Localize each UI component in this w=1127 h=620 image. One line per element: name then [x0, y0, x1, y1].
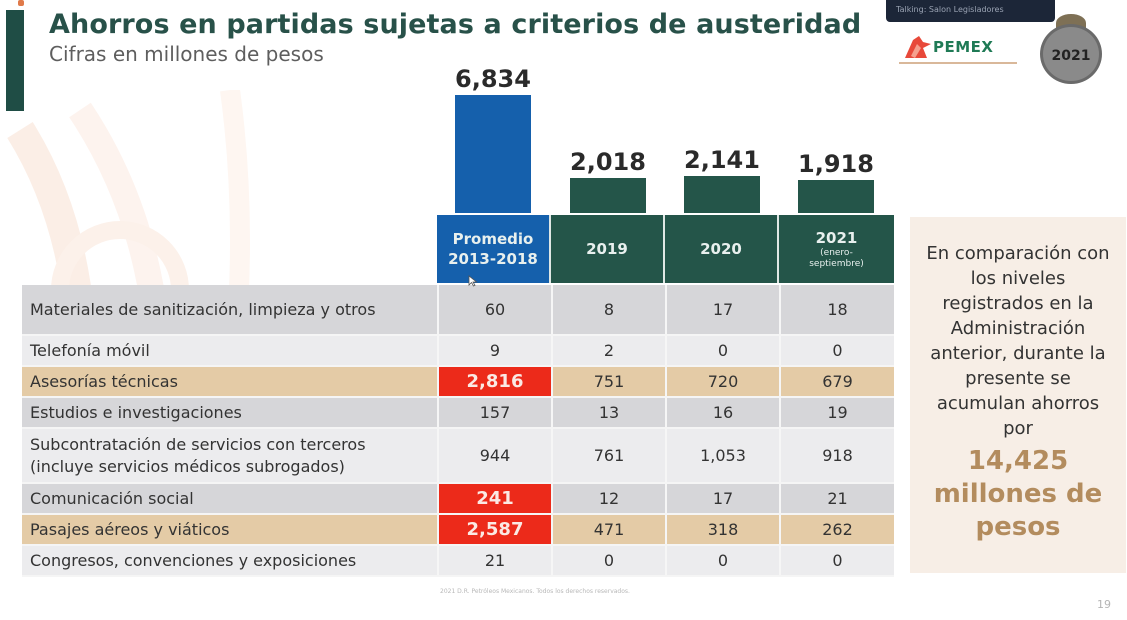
row-label: Telefonía móvil	[30, 340, 150, 360]
row-label: Comunicación social	[30, 488, 194, 508]
seal-circle	[1040, 24, 1102, 84]
title-accent-bar	[6, 10, 24, 111]
column-header-label: 2020	[700, 240, 742, 258]
table-row: Congresos, convenciones y exposiciones 21…	[22, 546, 894, 577]
row-value-0: 241	[437, 484, 551, 513]
row-value-2: 17	[665, 285, 779, 334]
bar-value-label: 2,018	[570, 148, 646, 176]
copyright-footer: 2021 D.R. Petróleos Mexicanos. Todos los…	[440, 588, 630, 595]
row-value-1: 0	[551, 546, 665, 575]
table-row: Comunicación social 241 12 17 21	[22, 484, 894, 515]
row-value-2: 1,053	[665, 429, 779, 482]
year-2021-seal: 2021	[1038, 14, 1104, 84]
row-label: Pasajes aéreos y viáticos	[30, 519, 230, 539]
row-value-3: 0	[779, 336, 894, 365]
column-header-label: Promedio	[452, 230, 534, 248]
pemex-logo: PEMEX	[895, 32, 1020, 72]
pemex-tagline	[899, 62, 1017, 64]
savings-callout: En comparación con los niveles registrad…	[910, 217, 1126, 573]
pemex-wordmark: PEMEX	[933, 38, 994, 56]
column-header-2: 2020	[665, 215, 779, 283]
row-value-2: 0	[665, 546, 779, 575]
page-number: 19	[1097, 598, 1111, 611]
row-value-2: 16	[665, 398, 779, 427]
callout-text: En comparación con los niveles registrad…	[926, 243, 1110, 439]
row-value-2: 0	[665, 336, 779, 365]
table-row: Pasajes aéreos y viáticos 2,587 471 318 262	[22, 515, 894, 546]
bar-0	[455, 95, 531, 213]
column-header-sublabel: (enero-septiembre)	[809, 248, 864, 269]
pemex-eagle-icon	[905, 36, 931, 58]
row-value-1: 8	[551, 285, 665, 334]
bar-value-label: 2,141	[684, 146, 760, 174]
row-value-3: 0	[779, 546, 894, 575]
slide-title: Ahorros en partidas sujetas a criterios …	[49, 9, 862, 40]
row-value-0: 21	[437, 546, 551, 575]
row-label: Asesorías técnicas	[30, 371, 178, 391]
column-header-label-line2: 2013-2018	[448, 250, 538, 268]
seal-year: 2021	[1051, 48, 1091, 64]
row-value-2: 720	[665, 367, 779, 396]
column-header-label: 2019	[586, 240, 628, 258]
table-row: Telefonía móvil 9 2 0 0	[22, 336, 894, 367]
row-value-1: 2	[551, 336, 665, 365]
row-value-3: 18	[779, 285, 894, 334]
row-label: Congresos, convenciones y exposiciones	[30, 550, 357, 570]
column-header-0: Promedio 2013-2018	[437, 215, 551, 283]
row-label: Subcontratación de servicios con tercero…	[30, 434, 366, 476]
column-header-3: 2021 (enero-septiembre)	[779, 215, 894, 283]
column-header-1: 2019	[551, 215, 665, 283]
row-value-3: 262	[779, 515, 894, 544]
row-value-0: 2,587	[437, 515, 551, 544]
bar-2	[684, 176, 760, 213]
row-value-3: 19	[779, 398, 894, 427]
row-label: Estudios e investigaciones	[30, 402, 242, 422]
row-value-2: 318	[665, 515, 779, 544]
row-value-3: 679	[779, 367, 894, 396]
row-value-2: 17	[665, 484, 779, 513]
callout-amount: 14,425	[967, 446, 1069, 476]
row-value-0: 2,816	[437, 367, 551, 396]
mouse-cursor-icon	[468, 275, 478, 287]
row-value-0: 157	[437, 398, 551, 427]
table-header-row: Promedio 2013-2018 2019 2020 2021 (enero-sept…	[437, 215, 894, 283]
table-row: Materiales de sanitización, limpieza y o…	[22, 285, 894, 336]
bar-chart: 6,834 2,018 2,141 1,918	[455, 65, 874, 213]
row-value-0: 60	[437, 285, 551, 334]
speaker-overlay-label: Talking: Salon Legisladores	[886, 0, 1055, 22]
table-row: Estudios e investigaciones 157 13 16 19	[22, 398, 894, 429]
row-label: Materiales de sanitización, limpieza y o…	[30, 299, 376, 319]
column-header-label: 2021	[815, 229, 858, 247]
row-value-1: 13	[551, 398, 665, 427]
row-value-3: 21	[779, 484, 894, 513]
row-value-3: 918	[779, 429, 894, 482]
table-row: Asesorías técnicas 2,816 751 720 679	[22, 367, 894, 398]
row-value-1: 751	[551, 367, 665, 396]
row-value-1: 761	[551, 429, 665, 482]
row-value-0: 9	[437, 336, 551, 365]
row-value-0: 944	[437, 429, 551, 482]
callout-unit: millones de pesos	[933, 479, 1103, 542]
slide-subtitle: Cifras en millones de pesos	[49, 42, 324, 66]
table-row: Subcontratación de servicios con tercero…	[22, 429, 894, 484]
bar-1	[570, 178, 646, 213]
row-value-1: 12	[551, 484, 665, 513]
row-value-1: 471	[551, 515, 665, 544]
bar-value-label: 6,834	[455, 65, 531, 93]
bar-value-label: 1,918	[798, 150, 874, 178]
accent-dot	[18, 0, 24, 6]
bar-3	[798, 180, 874, 213]
